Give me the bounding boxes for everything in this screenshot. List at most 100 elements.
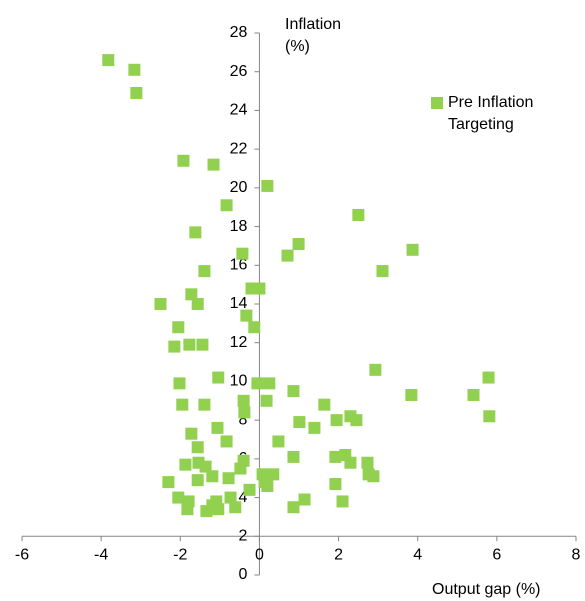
y-tick-label: 22	[230, 140, 248, 157]
point	[292, 237, 305, 250]
point	[293, 416, 306, 429]
point	[177, 154, 190, 167]
point	[173, 377, 186, 390]
point	[198, 265, 211, 278]
point	[287, 450, 300, 463]
point	[467, 388, 480, 401]
legend-marker	[431, 97, 443, 109]
point	[248, 321, 261, 334]
point	[172, 321, 185, 334]
x-tick-label: 6	[492, 547, 501, 564]
point	[185, 427, 198, 440]
point	[196, 338, 209, 351]
point	[128, 63, 141, 76]
point	[367, 470, 380, 483]
point	[483, 410, 496, 423]
legend-label: Pre Inflation Targeting	[448, 94, 534, 133]
x-tick-label: 2	[334, 547, 343, 564]
point	[183, 338, 196, 351]
point	[102, 54, 115, 67]
point	[329, 478, 342, 491]
point	[224, 491, 237, 504]
x-tick-label: -4	[94, 547, 108, 564]
point	[352, 208, 365, 221]
x-tick-label: -2	[173, 547, 187, 564]
y-tick-label: 16	[230, 257, 248, 274]
point	[162, 476, 175, 489]
point	[272, 435, 285, 448]
point	[237, 394, 250, 407]
point	[222, 472, 235, 485]
point	[212, 503, 225, 516]
y-tick-label: 24	[230, 102, 248, 119]
point	[329, 450, 342, 463]
y-tick-label: 2	[239, 528, 248, 545]
y-tick-label: 20	[230, 179, 248, 196]
x-tick-label: 4	[413, 547, 422, 564]
point	[336, 495, 349, 508]
point	[406, 243, 419, 256]
point	[211, 421, 224, 434]
point	[405, 388, 418, 401]
point	[238, 406, 251, 419]
point	[191, 474, 204, 487]
point	[191, 441, 204, 454]
point	[369, 363, 382, 376]
point	[261, 179, 274, 192]
y-tick-label: 18	[230, 218, 248, 235]
point	[482, 371, 495, 384]
point	[361, 456, 374, 469]
x-axis-title: Output gap (%)	[432, 581, 541, 598]
point	[234, 462, 247, 475]
point	[240, 309, 253, 322]
point	[168, 340, 181, 353]
point	[154, 298, 167, 310]
point	[212, 371, 225, 384]
point	[260, 394, 273, 407]
point	[350, 414, 363, 427]
y-axis-title: Inflation (%)	[285, 16, 342, 55]
point	[344, 456, 357, 469]
point	[176, 398, 189, 411]
x-tick-label: 8	[572, 547, 581, 564]
point	[206, 470, 219, 483]
point	[236, 247, 249, 260]
point	[253, 282, 266, 295]
point	[243, 483, 256, 496]
point	[220, 435, 233, 448]
point	[330, 414, 343, 427]
point	[308, 421, 321, 434]
y-tick-label: 4	[239, 489, 248, 506]
point	[263, 377, 276, 390]
point	[318, 398, 331, 411]
point	[207, 158, 220, 171]
point	[179, 458, 192, 471]
point	[181, 503, 194, 516]
point	[281, 249, 294, 262]
point	[200, 505, 213, 518]
y-tick-label: 8	[239, 411, 248, 428]
point	[130, 87, 143, 100]
point	[298, 493, 311, 506]
point	[189, 226, 202, 239]
point	[220, 199, 233, 212]
point	[172, 491, 185, 504]
y-tick-label: 26	[230, 63, 248, 80]
point	[261, 479, 274, 492]
point	[251, 377, 264, 390]
y-tick-label: 0	[239, 566, 248, 583]
point	[287, 501, 300, 514]
point	[198, 398, 211, 411]
point	[185, 288, 198, 301]
point	[287, 385, 300, 398]
x-tick-label: 0	[255, 547, 264, 564]
point	[191, 298, 204, 310]
y-tick-label: 10	[230, 373, 248, 390]
y-tick-label: 12	[230, 334, 248, 351]
point	[376, 265, 389, 278]
x-tick-label: -6	[15, 547, 29, 564]
point	[199, 460, 212, 473]
y-tick-label: 14	[230, 295, 248, 312]
